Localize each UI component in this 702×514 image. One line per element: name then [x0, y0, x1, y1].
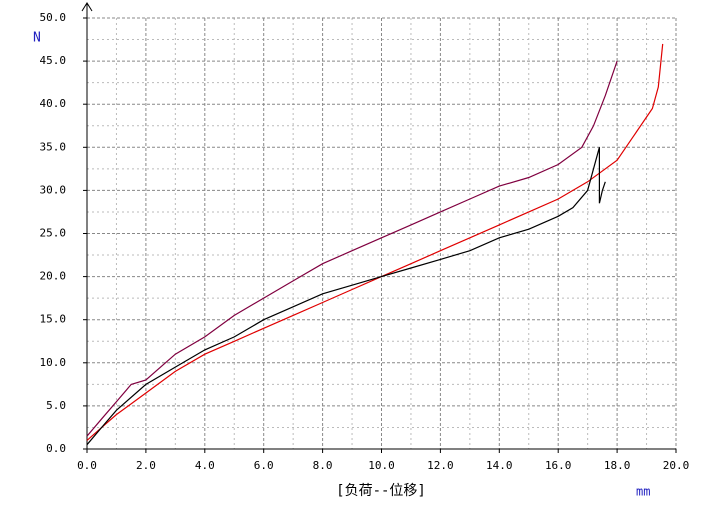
y-tick-label: 15.0 [40, 313, 67, 326]
x-tick-label: 14.0 [486, 459, 513, 472]
x-tick-label: 16.0 [545, 459, 572, 472]
x-tick-label: 20.0 [663, 459, 690, 472]
x-tick-label: 10.0 [368, 459, 395, 472]
y-tick-label: 50.0 [40, 11, 67, 24]
y-tick-label: 30.0 [40, 183, 67, 196]
data-line [86, 147, 606, 446]
chart-title: [负荷--位移] [336, 483, 426, 499]
x-tick-label: 18.0 [604, 459, 631, 472]
y-tick-label: 45.0 [40, 54, 67, 67]
y-axis-label: N [33, 31, 41, 46]
y-tick-label: 35.0 [40, 140, 67, 153]
y-tick-label: 20.0 [40, 270, 67, 283]
y-tick-label: 40.0 [40, 97, 67, 110]
y-tick-label: 5.0 [46, 399, 66, 412]
x-tick-label: 4.0 [195, 459, 215, 472]
x-tick-label: 0.0 [77, 459, 97, 472]
y-tick-label: 10.0 [40, 356, 67, 369]
x-tick-label: 6.0 [254, 459, 274, 472]
x-tick-label: 12.0 [427, 459, 454, 472]
y-axis-arrow [81, 2, 93, 12]
y-tick-label: 0.0 [46, 442, 66, 455]
y-tick-label: 25.0 [40, 227, 67, 240]
x-axis-label: mm [636, 485, 650, 499]
data-line [86, 43, 664, 441]
data-line [86, 60, 618, 437]
x-tick-label: 8.0 [313, 459, 333, 472]
x-tick-label: 2.0 [136, 459, 156, 472]
